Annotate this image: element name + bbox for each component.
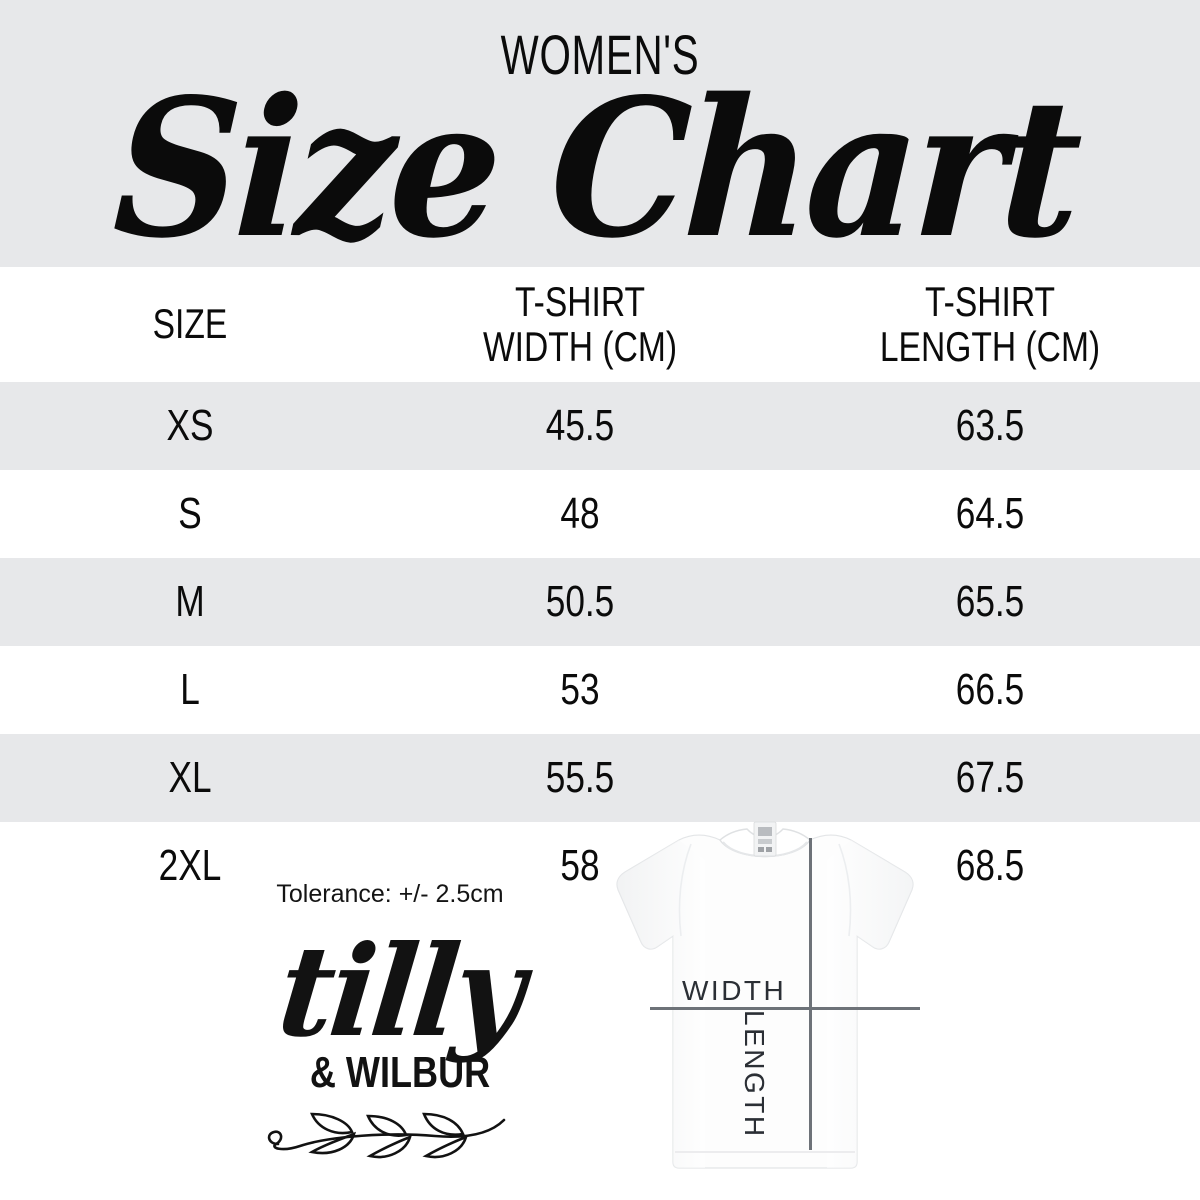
- length-measure-label: LENGTH: [739, 1010, 770, 1139]
- page-title: Size Chart: [109, 57, 1082, 267]
- cell-length: 64.5: [955, 489, 1025, 538]
- column-header-length: T-SHIRT LENGTH (CM): [822, 277, 1158, 370]
- column-header-width: T-SHIRT WIDTH (CM): [420, 277, 740, 370]
- length-measure-line: [809, 838, 812, 1150]
- cell-width: 45.5: [545, 401, 615, 450]
- table-row: 2XL 58 68.5: [0, 822, 1200, 910]
- cell-size: 2XL: [158, 841, 222, 890]
- width-measure-line: [650, 1007, 920, 1010]
- leaf-branch-icon: [260, 1092, 540, 1162]
- table-row: M 50.5 65.5: [0, 558, 1200, 646]
- cell-length: 67.5: [955, 753, 1025, 802]
- logo-subtitle-text: & WILBUR: [309, 1048, 491, 1097]
- width-measure-label: WIDTH: [682, 975, 787, 1006]
- table-row: XL 55.5 67.5: [0, 734, 1200, 822]
- cell-length: 65.5: [955, 577, 1025, 626]
- cell-width: 55.5: [545, 753, 615, 802]
- cell-length: 63.5: [955, 401, 1025, 450]
- size-table: SIZE T-SHIRT WIDTH (CM) T-SHIRT LENGTH (…: [0, 267, 1200, 910]
- cell-size: S: [178, 489, 202, 538]
- cell-width: 53: [560, 665, 600, 714]
- cell-size: L: [180, 665, 200, 714]
- cell-width: 48: [560, 489, 600, 538]
- cell-length: 66.5: [955, 665, 1025, 714]
- column-header-length-line1: T-SHIRT: [924, 277, 1056, 325]
- column-header-length-line2: LENGTH (CM): [879, 322, 1101, 370]
- cell-width: 58: [560, 841, 600, 890]
- cell-size: M: [175, 577, 205, 626]
- care-label-icon: [753, 821, 777, 857]
- tshirt-illustration: [595, 800, 935, 1190]
- cell-size: XS: [166, 401, 214, 450]
- header-eyebrow: WOMEN'S: [500, 23, 700, 86]
- table-header-row: SIZE T-SHIRT WIDTH (CM) T-SHIRT LENGTH (…: [0, 267, 1200, 382]
- table-row: L 53 66.5: [0, 646, 1200, 734]
- header-band: WOMEN'S Size Chart: [0, 0, 1200, 267]
- cell-length: 68.5: [955, 841, 1025, 890]
- column-header-size: SIZE: [152, 300, 228, 348]
- column-header-width-line2: WIDTH (CM): [482, 322, 678, 370]
- table-row: XS 45.5 63.5: [0, 382, 1200, 470]
- table-row: S 48 64.5: [0, 470, 1200, 558]
- cell-width: 50.5: [545, 577, 615, 626]
- logo-script-text: tilly: [272, 919, 528, 1065]
- brand-logo: tilly & WILBUR: [255, 919, 545, 1162]
- tolerance-note: Tolerance: +/- 2.5cm: [276, 880, 504, 908]
- column-header-width-line1: T-SHIRT: [514, 277, 646, 325]
- cell-size: XL: [168, 753, 212, 802]
